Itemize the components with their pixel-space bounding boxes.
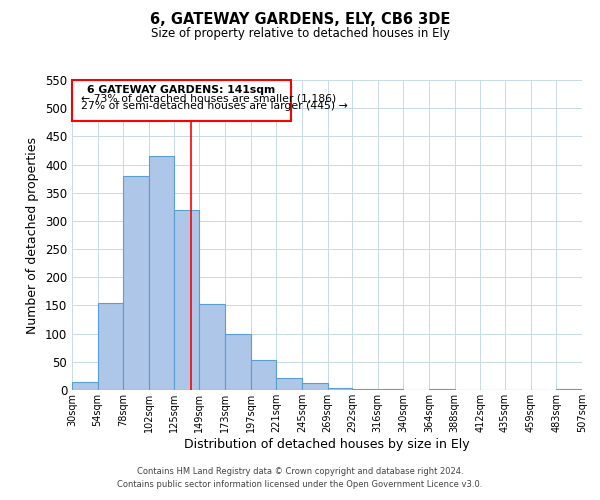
Text: Contains public sector information licensed under the Open Government Licence v3: Contains public sector information licen…: [118, 480, 482, 489]
Bar: [98, 302, 124, 390]
FancyBboxPatch shape: [72, 80, 291, 121]
Bar: [124, 176, 149, 390]
Bar: [276, 378, 302, 390]
Bar: [199, 304, 225, 390]
Bar: [251, 360, 276, 390]
Bar: [149, 156, 173, 390]
Bar: [352, 389, 378, 390]
Text: 27% of semi-detached houses are larger (445) →: 27% of semi-detached houses are larger (…: [80, 102, 347, 112]
Text: Contains HM Land Registry data © Crown copyright and database right 2024.: Contains HM Land Registry data © Crown c…: [137, 467, 463, 476]
Bar: [302, 382, 328, 390]
Bar: [328, 388, 352, 390]
Y-axis label: Number of detached properties: Number of detached properties: [26, 136, 40, 334]
Bar: [173, 210, 199, 390]
Text: ← 73% of detached houses are smaller (1,186): ← 73% of detached houses are smaller (1,…: [80, 94, 336, 104]
Bar: [225, 334, 251, 390]
Text: 6 GATEWAY GARDENS: 141sqm: 6 GATEWAY GARDENS: 141sqm: [88, 85, 276, 95]
Bar: [556, 389, 582, 390]
X-axis label: Distribution of detached houses by size in Ely: Distribution of detached houses by size …: [184, 438, 470, 450]
Text: 6, GATEWAY GARDENS, ELY, CB6 3DE: 6, GATEWAY GARDENS, ELY, CB6 3DE: [150, 12, 450, 28]
Text: Size of property relative to detached houses in Ely: Size of property relative to detached ho…: [151, 28, 449, 40]
Bar: [72, 382, 98, 390]
